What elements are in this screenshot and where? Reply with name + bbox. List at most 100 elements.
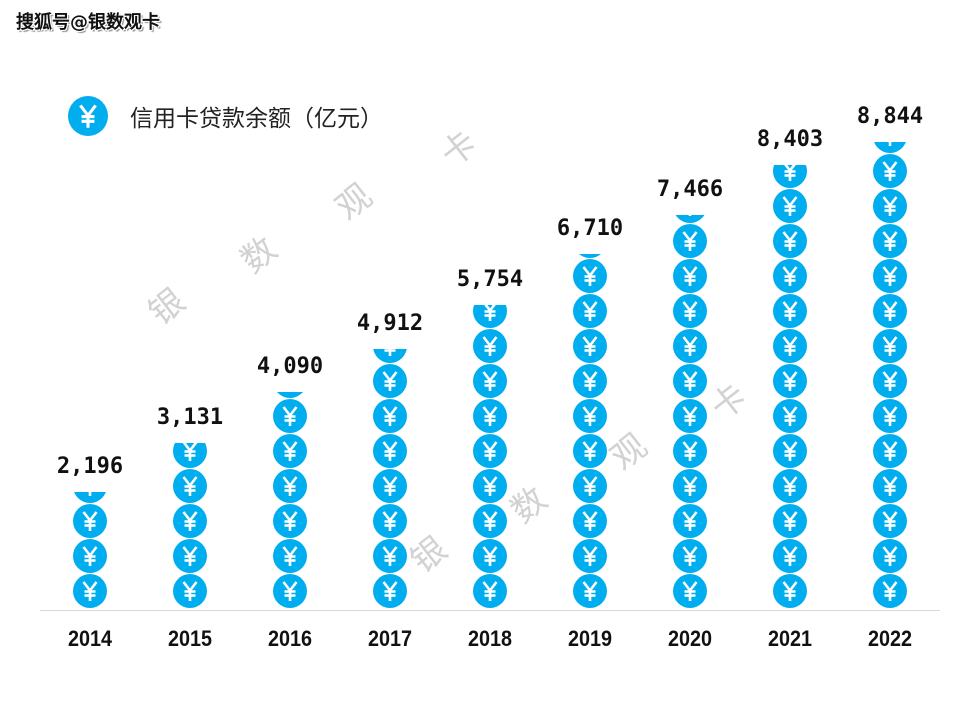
- yuan-coin-icon: [873, 539, 907, 573]
- yuan-coin-icon: [74, 492, 106, 503]
- yuan-coin-icon: [273, 469, 307, 503]
- watermark-glyph: 数: [233, 229, 285, 282]
- yuan-coin-icon: [673, 329, 707, 363]
- value-label: 2,196: [56, 454, 124, 479]
- yuan-coin-icon: [773, 189, 807, 223]
- value-label: 4,090: [256, 354, 324, 379]
- bar-2018: [472, 305, 508, 608]
- bar-2017: [372, 349, 408, 608]
- yuan-coin-icon: [373, 539, 407, 573]
- chart-title: 信用卡贷款余额（亿元）: [130, 106, 383, 132]
- yuan-coin-icon: [673, 539, 707, 573]
- yuan-coin-icon: [773, 294, 807, 328]
- yuan-coin-icon: [373, 504, 407, 538]
- bar-2020: [672, 215, 708, 608]
- watermark-glyph: 银: [141, 281, 193, 334]
- yuan-coin-icon: [473, 434, 507, 468]
- chart-legend: 信用卡贷款余额（亿元）: [68, 96, 383, 136]
- yuan-coin-icon: [373, 349, 407, 363]
- yuan-coin-icon: [473, 539, 507, 573]
- yuan-coin-icon: [873, 189, 907, 223]
- source-watermark: 搜狐号@银数观卡: [16, 12, 160, 33]
- yuan-coin-icon: [573, 399, 607, 433]
- x-tick-label: 2016: [267, 626, 313, 651]
- yuan-coin-icon: [273, 504, 307, 538]
- yuan-coin-icon: [373, 364, 407, 398]
- bar-2021: [772, 165, 808, 608]
- yuan-coin-icon: [573, 469, 607, 503]
- bar-2014: [72, 492, 108, 608]
- yuan-coin-icon: [573, 294, 607, 328]
- yuan-coin-icon: [173, 469, 207, 503]
- bar-2019: [572, 254, 608, 608]
- yuan-coin-icon: [273, 399, 307, 433]
- yuan-coin-icon: [579, 254, 601, 258]
- x-tick-label: 2017: [367, 626, 413, 651]
- yuan-coin-icon: [373, 434, 407, 468]
- yuan-coin-icon: [873, 294, 907, 328]
- yuan-coin-icon: [373, 469, 407, 503]
- yuan-coin-icon: [773, 434, 807, 468]
- yuan-coin-icon: [874, 142, 906, 153]
- yuan-coin-icon: [173, 443, 207, 468]
- yuan-coin-icon: [273, 539, 307, 573]
- yuan-coin-icon: [473, 574, 507, 608]
- yuan-coin-icon: [673, 259, 707, 293]
- yuan-coin-icon: [873, 364, 907, 398]
- bar-2016: [272, 392, 308, 608]
- yuan-coin-icon: [573, 539, 607, 573]
- yuan-coin-icon: [473, 504, 507, 538]
- yuan-coin-icon: [173, 574, 207, 608]
- yuan-coin-icon: [277, 392, 303, 398]
- yuan-coin-icon: [873, 574, 907, 608]
- yuan-coin-icon: [773, 165, 807, 188]
- yuan-coin-icon: [673, 364, 707, 398]
- value-label: 8,403: [756, 127, 824, 152]
- value-label: 8,844: [856, 104, 924, 129]
- bar-2022: [872, 142, 908, 608]
- yuan-coin-icon: [573, 259, 607, 293]
- yuan-coin-icon: [673, 574, 707, 608]
- yuan-coin-icon: [473, 329, 507, 363]
- yuan-coin-icon: [473, 399, 507, 433]
- yuan-coin-icon: [573, 504, 607, 538]
- yuan-coin-icon: [873, 434, 907, 468]
- yuan-coin-icon: [573, 329, 607, 363]
- value-label: 4,912: [356, 311, 424, 336]
- yuan-coin-icon: [273, 434, 307, 468]
- yuan-coin-icon: [73, 504, 107, 538]
- yuan-coin-icon: [673, 224, 707, 258]
- value-label: 7,466: [656, 177, 724, 202]
- yuan-coin-icon: [773, 574, 807, 608]
- x-tick-label: 2020: [667, 626, 713, 651]
- yuan-coin-icon: [873, 224, 907, 258]
- yuan-coin-icon: [473, 469, 507, 503]
- yuan-coin-icon: [673, 434, 707, 468]
- yuan-coin-icon: [173, 504, 207, 538]
- yuan-coin-icon: [873, 259, 907, 293]
- yuan-coin-icon: [873, 504, 907, 538]
- value-label: 5,754: [456, 267, 524, 292]
- yuan-coin-icon: [473, 305, 507, 328]
- yuan-coin-icon: [73, 539, 107, 573]
- yuan-coin-icon: [675, 215, 705, 223]
- yuan-coin-icon: [473, 364, 507, 398]
- x-axis-line: [40, 610, 940, 611]
- yuan-coin-icon: [773, 504, 807, 538]
- yuan-coin-icon: [673, 294, 707, 328]
- bar-2015: [172, 443, 208, 608]
- yuan-coin-icon: [573, 434, 607, 468]
- yuan-coin-icon: [773, 329, 807, 363]
- yuan-coin-icon: [373, 399, 407, 433]
- yuan-coin-icon: [873, 154, 907, 188]
- yuan-coin-icon: [68, 96, 108, 136]
- x-tick-label: 2019: [567, 626, 613, 651]
- yuan-coin-icon: [773, 259, 807, 293]
- yuan-coin-icon: [173, 539, 207, 573]
- x-tick-label: 2021: [767, 626, 813, 651]
- x-tick-label: 2018: [467, 626, 513, 651]
- yuan-coin-icon: [273, 574, 307, 608]
- yuan-coin-icon: [773, 224, 807, 258]
- yuan-coin-icon: [773, 469, 807, 503]
- watermark-glyph: 卡: [433, 123, 485, 176]
